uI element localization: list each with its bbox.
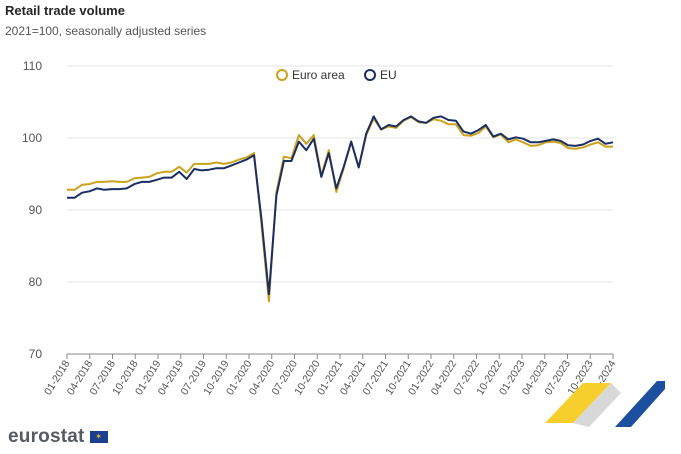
- y-tick-label: 70: [29, 347, 43, 361]
- chart-title: Retail trade volume: [5, 3, 125, 18]
- series-line-eu[interactable]: [67, 115, 614, 296]
- series-line-euro-area[interactable]: [67, 116, 613, 303]
- chart-subtitle: 2021=100, seasonally adjusted series: [5, 24, 207, 38]
- y-tick-label: 110: [23, 59, 42, 73]
- eurostat-logo: eurostat ✶: [8, 426, 108, 448]
- eurostat-corner-logo-graphic: [545, 381, 665, 427]
- eu-flag-icon: ✶: [89, 431, 108, 443]
- y-tick-label: 100: [22, 131, 42, 145]
- series-lines: [67, 115, 614, 303]
- y-tick-label: 90: [29, 203, 43, 217]
- gridlines: [67, 65, 613, 355]
- legend-marker: [276, 69, 288, 81]
- legend[interactable]: Euro area EU: [276, 68, 397, 82]
- y-tick-label: 80: [29, 275, 43, 289]
- legend-label[interactable]: Euro area: [292, 68, 345, 82]
- y-axis-ticks: 70 80 90 100 110: [22, 59, 42, 361]
- legend-label[interactable]: EU: [380, 68, 397, 82]
- legend-marker: [364, 69, 376, 81]
- x-axis: 01-201804-201807-201810-201801-201904-20…: [42, 354, 619, 397]
- brand-name: eurostat: [8, 426, 85, 447]
